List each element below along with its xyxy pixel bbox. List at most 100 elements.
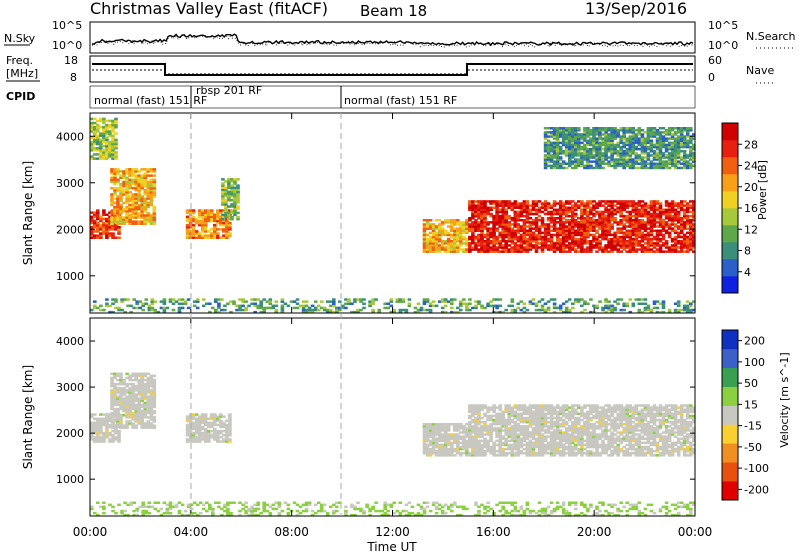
data-cell (561, 129, 566, 132)
data-cell (495, 202, 499, 205)
data-cell (216, 434, 220, 437)
data-cell (143, 216, 147, 219)
data-cell (589, 150, 593, 153)
data-cell (492, 235, 496, 239)
data-cell (655, 233, 660, 237)
data-cell (471, 452, 475, 455)
data-cell (583, 219, 587, 222)
data-cell (116, 372, 120, 376)
data-cell (271, 306, 276, 310)
data-cell (673, 156, 678, 159)
data-cell (655, 206, 660, 209)
data-cell (489, 439, 493, 443)
data-cell (431, 248, 436, 251)
data-cell (96, 421, 100, 425)
data-cell (661, 227, 666, 230)
data-cell (96, 306, 100, 310)
data-cell (689, 231, 693, 235)
data-cell (652, 145, 657, 149)
data-cell (440, 231, 445, 235)
data-cell (640, 200, 645, 203)
data-cell (616, 229, 620, 232)
data-cell (489, 227, 493, 230)
data-cell (561, 212, 566, 216)
data-cell (504, 246, 508, 249)
data-cell (185, 232, 190, 235)
data-cell (628, 156, 633, 159)
data-cell (122, 407, 126, 411)
data-cell (437, 437, 442, 440)
data-cell (434, 443, 439, 447)
data-cell (592, 129, 596, 132)
data-cell (616, 154, 620, 157)
data-cell (670, 135, 675, 138)
data-cell (213, 434, 217, 437)
data-cell (138, 300, 142, 303)
data-cell (510, 246, 515, 249)
data-cell (102, 217, 106, 221)
data-cell (634, 217, 639, 220)
data-cell (425, 248, 430, 251)
data-cell (108, 217, 112, 221)
data-cell (543, 237, 548, 241)
data-cell (471, 439, 475, 443)
data-cell (552, 219, 557, 222)
data-cell (105, 144, 109, 148)
data-cell (525, 229, 530, 232)
data-cell (610, 246, 614, 249)
data-cell (519, 250, 524, 253)
data-cell (549, 160, 554, 163)
data-cell (685, 127, 690, 130)
data-cell (622, 206, 626, 209)
data-cell (194, 219, 199, 223)
data-cell (613, 133, 617, 136)
data-cell (522, 227, 527, 230)
data-cell (217, 304, 221, 308)
data-cell (577, 162, 581, 165)
data-cell (546, 152, 551, 155)
data-cell (465, 244, 469, 247)
data-cell (105, 423, 109, 427)
data-cell (643, 160, 648, 163)
data-cell (149, 216, 154, 219)
data-cell (437, 248, 442, 251)
data-cell (528, 225, 533, 228)
data-cell (134, 389, 138, 392)
data-cell (425, 452, 430, 455)
data-cell (149, 411, 154, 415)
data-cell (125, 197, 129, 200)
data-cell (465, 229, 469, 232)
data-cell (262, 310, 266, 314)
data-cell (159, 300, 164, 303)
data-cell (558, 242, 563, 245)
data-cell (574, 127, 578, 130)
data-cell (114, 226, 118, 229)
data-cell (574, 133, 578, 136)
data-cell (592, 212, 596, 216)
data-cell (134, 174, 138, 177)
data-cell (679, 242, 684, 245)
data-cell (389, 298, 394, 301)
data-cell (222, 228, 226, 231)
data-cell (221, 186, 225, 189)
data-cell (453, 423, 457, 426)
data-cell (598, 152, 602, 155)
data-cell (640, 227, 645, 230)
data-cell (99, 432, 103, 435)
data-cell (108, 310, 112, 314)
data-cell (131, 193, 135, 196)
data-cell (185, 234, 190, 237)
data-cell (692, 227, 696, 230)
data-cell (222, 223, 226, 227)
data-cell (607, 162, 611, 165)
data-cell (619, 200, 623, 203)
data-cell (676, 129, 681, 132)
data-cell (102, 138, 106, 142)
data-cell (637, 298, 642, 301)
data-cell (504, 223, 508, 226)
data-cell (564, 214, 569, 218)
data-cell (422, 433, 427, 436)
data-cell (555, 217, 560, 220)
data-cell (546, 248, 551, 251)
data-cell (474, 433, 478, 436)
